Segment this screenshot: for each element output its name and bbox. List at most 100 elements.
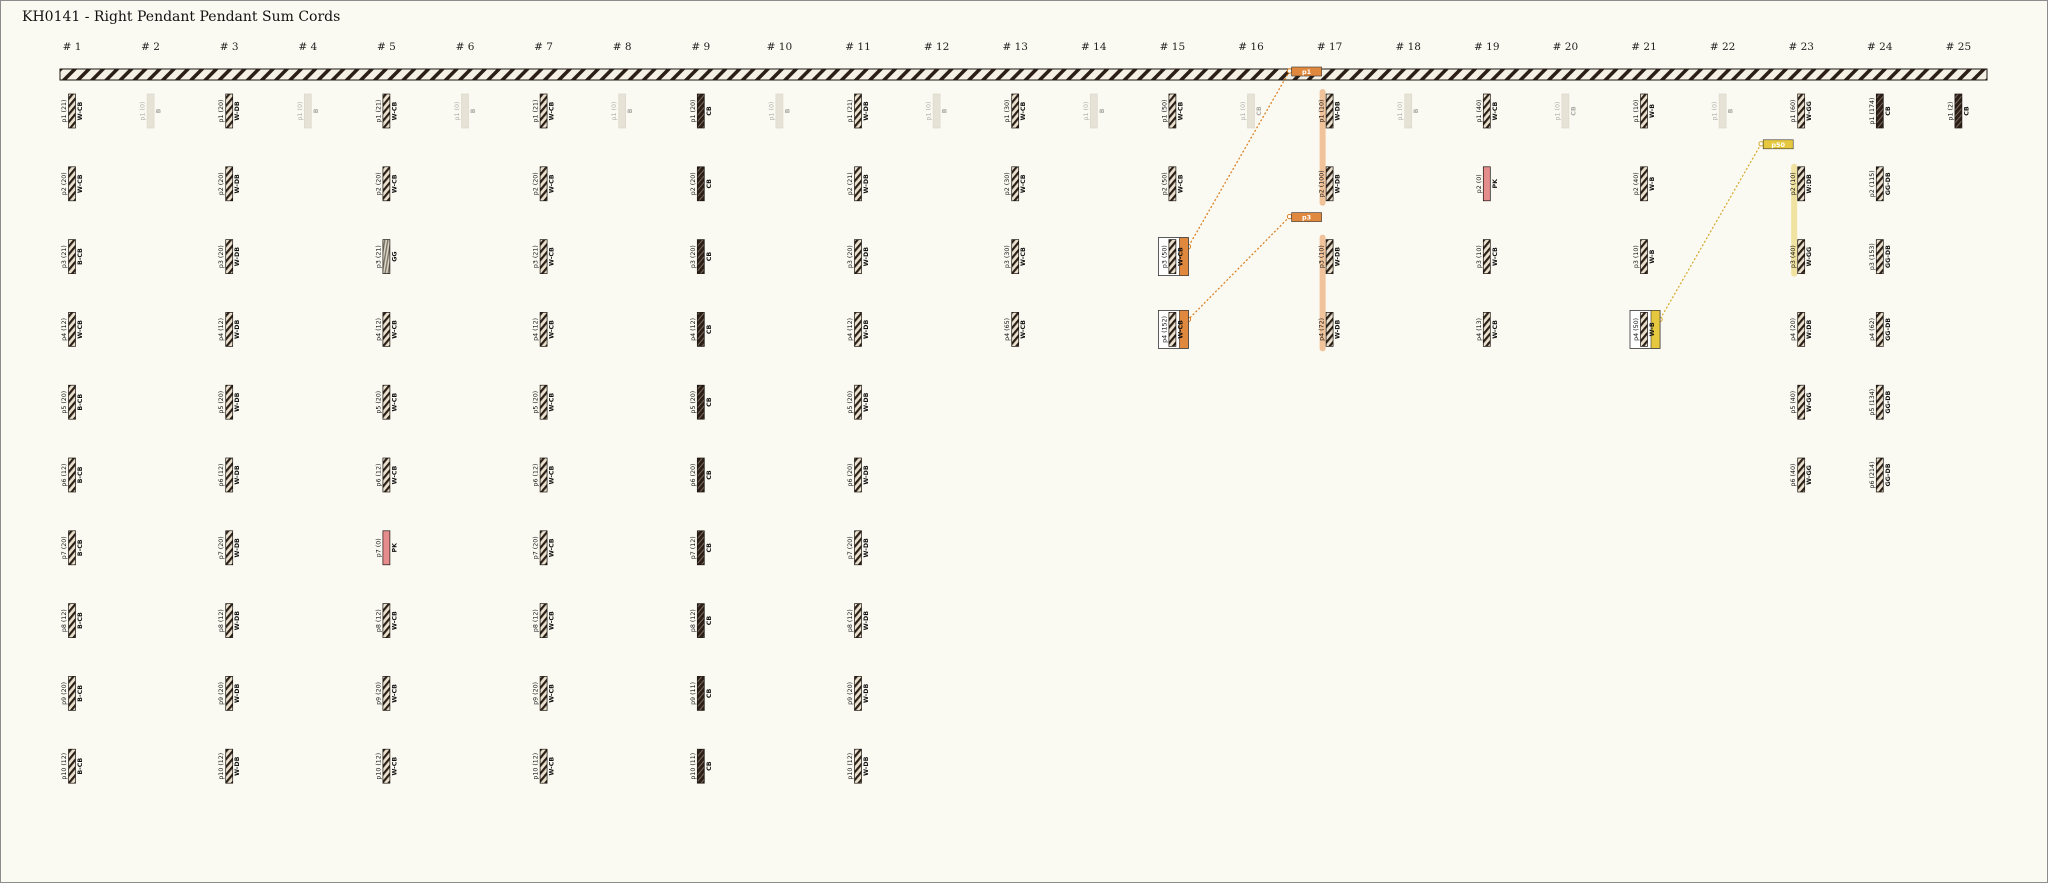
pendant-body xyxy=(539,676,548,711)
pendant-color-label: B xyxy=(627,108,634,113)
pendant-label: p8 (12) xyxy=(218,609,225,632)
pendant-body xyxy=(1640,93,1648,129)
pendant-label: p3 (20) xyxy=(690,245,697,268)
pendant-body xyxy=(382,166,391,202)
pendant-cord: p7 (20) W-DB xyxy=(847,530,870,566)
pendant-color-label: GG-DB xyxy=(1885,172,1892,195)
pendant-label: p3 (30) xyxy=(1004,245,1011,268)
sum-bar xyxy=(1319,234,1326,352)
pendant-label: p1 (0) xyxy=(1083,102,1090,121)
pendant-label: p1 (0) xyxy=(1397,102,1404,121)
sum-link-line xyxy=(1659,143,1762,320)
pendant-label: p2 (0) xyxy=(1476,174,1483,193)
pendant-label: p3 (40) xyxy=(1790,245,1797,268)
pendant-cord: p8 (12) B-CB xyxy=(61,603,84,638)
pendant-body xyxy=(1875,457,1884,493)
pendant-label: p5 (20) xyxy=(61,391,68,414)
pendant-cord: p1 (21) W-CB xyxy=(375,93,398,129)
pendant-body xyxy=(854,239,862,274)
cord-header: # 12 xyxy=(924,41,950,53)
pendant-color-label: W-DB xyxy=(863,247,870,267)
pendant-body xyxy=(1797,239,1806,274)
pendant-cord: p1 (10) W-B xyxy=(1633,93,1656,129)
pendant-color-label: CB xyxy=(1570,106,1577,116)
pendant-cord: p2 (20) W-CB xyxy=(61,166,84,202)
pendant-color-label: W-B xyxy=(1649,322,1656,336)
pendant-cord: p8 (12) W-CB xyxy=(375,603,398,638)
pendant-label: p9 (20) xyxy=(847,682,854,705)
pendant-body xyxy=(382,603,391,638)
pendant-label: p3 (20) xyxy=(847,245,854,268)
pendant-color-label: GG-DB xyxy=(1885,463,1892,486)
pendant-body xyxy=(1797,312,1806,347)
pendant-body xyxy=(1875,93,1884,129)
pendant-body xyxy=(854,748,862,784)
pendant-body xyxy=(1325,93,1334,129)
pendant-label: p8 (12) xyxy=(533,609,540,632)
pendant-body xyxy=(1168,239,1177,274)
pendant-color-label: W-CB xyxy=(549,101,556,120)
pendant-body xyxy=(1011,239,1020,274)
pendant-cord: p2 (40) W-B xyxy=(1633,166,1656,202)
pendant-body xyxy=(1247,93,1255,129)
pendant-label: p7 (20) xyxy=(847,536,854,559)
pendant-color-label: CB xyxy=(706,761,713,771)
pendant-cord: p5 (40) W-GG xyxy=(1790,384,1813,420)
pendant-label: p9 (20) xyxy=(61,682,68,705)
pendant-cord: p2 (20) CB xyxy=(690,166,713,202)
pendant-label: p5 (20) xyxy=(375,391,382,414)
pendant-body xyxy=(1954,93,1963,129)
pendant-cord: p1 (0) CB xyxy=(1240,93,1263,129)
pendant-label: p1 (2) xyxy=(1947,102,1954,121)
pendant-body xyxy=(1482,239,1491,274)
pendant-color-label: W-CB xyxy=(391,320,398,339)
pendant-cord: p10 (12) W-CB xyxy=(533,748,556,784)
pendant-color-label: W:DB xyxy=(1806,320,1813,339)
pendant-cord: p5 (20) W-DB xyxy=(218,384,241,420)
pendant-body xyxy=(225,603,234,638)
pendant-body xyxy=(225,457,234,493)
pendant-body xyxy=(1404,93,1413,129)
pendant-body xyxy=(68,384,76,420)
pendant-cord: p4 (12) W-DB xyxy=(218,312,241,347)
pendant-cord: p7 (20) W-DB xyxy=(218,530,241,566)
sum-link: p50 xyxy=(1657,139,1794,323)
cord-header: # 10 xyxy=(767,41,793,53)
pendant-color-label: W-CB xyxy=(1020,174,1027,193)
pendant-body xyxy=(1325,312,1334,347)
pendant-body xyxy=(854,457,862,493)
pendant-body xyxy=(382,312,391,347)
pendant-label: p1 (21) xyxy=(375,100,382,123)
pendant-color-label: W-B xyxy=(1649,104,1656,118)
cord-header: # 23 xyxy=(1788,41,1814,53)
pendant-body xyxy=(696,748,705,784)
pendant-label: p10 (12) xyxy=(218,753,225,780)
pendant-color-label: W-DB xyxy=(234,538,241,558)
cord-header: # 19 xyxy=(1474,41,1500,53)
pendant-label: p8 (12) xyxy=(61,609,68,632)
pendant-color-label: W-CB xyxy=(1492,247,1499,266)
pendant-label: p5 (134) xyxy=(1869,389,1876,416)
pendant-color-label: W-DB xyxy=(863,174,870,194)
pendant-body xyxy=(68,676,76,711)
pendant-label: p1 (0) xyxy=(768,102,775,121)
cord-header: # 24 xyxy=(1867,41,1893,53)
pendant-color-label: W-DB xyxy=(234,465,241,485)
pendant-body xyxy=(1797,457,1806,493)
cord-header: # 3 xyxy=(220,41,239,53)
cord-header: # 25 xyxy=(1946,41,1972,53)
pendant-label: p7 (0) xyxy=(375,538,382,557)
pendant-body xyxy=(618,93,627,129)
pendant-color-label: W:DB xyxy=(1806,174,1813,193)
pendant-label: p10 (12) xyxy=(533,753,540,780)
pendant-label: p2 (40) xyxy=(1633,172,1640,195)
cord-header: # 22 xyxy=(1710,41,1736,53)
pendant-cord: p9 (20) B-CB xyxy=(61,676,84,711)
pendant-cord: p8 (12) W-DB xyxy=(847,603,870,638)
cord-header: # 16 xyxy=(1238,41,1264,53)
pendant-body xyxy=(1797,93,1806,129)
pendant-body xyxy=(1875,166,1884,202)
pendant-body xyxy=(225,166,234,202)
pendant-body xyxy=(1011,312,1020,347)
pendant-color-label: CB xyxy=(706,616,713,626)
